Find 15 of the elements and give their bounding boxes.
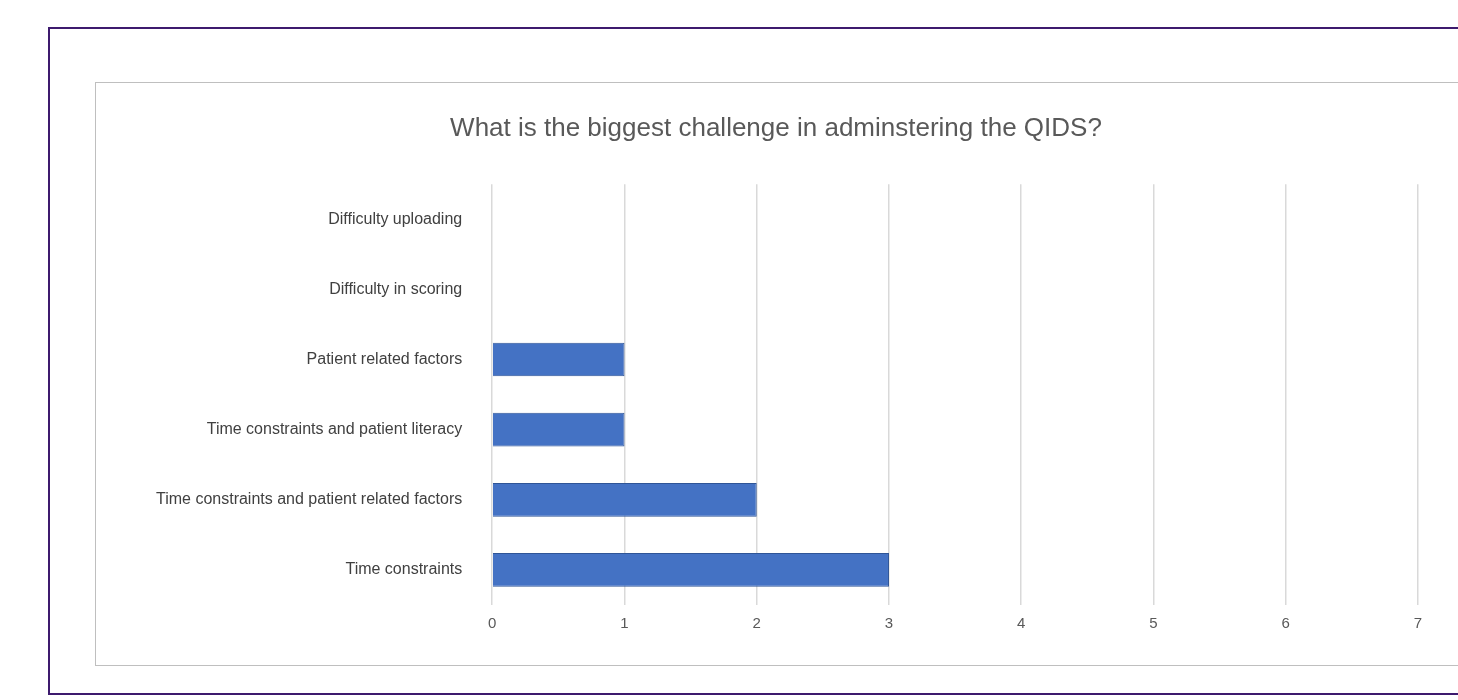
x-tick-label: 6 [1281,614,1290,632]
y-tick-label: Patient related factors [306,349,463,367]
x-tick-label: 1 [620,614,629,632]
chart-title: What is the biggest challenge in adminstering the QIDS? [450,111,1102,142]
y-tick-label: Difficulty uploading [328,209,463,227]
x-tick-label: 0 [488,614,497,632]
y-tick-label: Difficulty in scoring [329,279,463,297]
y-tick-label: Time constraints and patient related factors [155,490,463,508]
x-tick-label: 7 [1413,614,1423,632]
x-tick-label: 5 [1149,614,1158,632]
y-tick-label: Time constraints and patient literacy [206,420,463,438]
x-tick-label: 4 [1017,614,1026,632]
x-tick-label: 2 [752,614,761,632]
x-tick-label: 3 [884,614,894,632]
y-tick-label: Time constraints [345,560,463,578]
